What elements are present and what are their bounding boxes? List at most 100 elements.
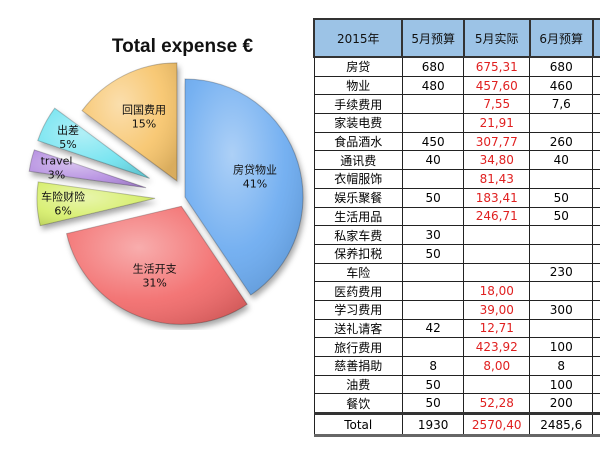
header-may-budget: 5月预算 <box>401 18 465 58</box>
row-category: 食品酒水 <box>313 131 403 152</box>
row-category: 通讯费 <box>313 150 403 171</box>
row-may-budget <box>401 206 465 227</box>
row-may-budget <box>401 337 465 357</box>
slice-label-4: 出差 <box>57 123 79 137</box>
row-category: 物业 <box>313 75 403 96</box>
row-may-actual: 423,92 <box>463 337 531 357</box>
row-june-budget <box>529 225 594 245</box>
row-june-budget: 230 <box>529 262 594 283</box>
row-may-actual: 52,28 <box>463 393 531 415</box>
row-cutoff-cell <box>592 206 600 227</box>
row-category: 家装电费 <box>313 113 403 133</box>
slice-percent-1: 31% <box>142 276 166 289</box>
table-row: 房贷 680 675,31 680 <box>313 56 600 77</box>
row-category: 手续费用 <box>313 94 403 115</box>
row-may-budget <box>401 169 465 189</box>
table-row: 车险 230 <box>313 262 600 283</box>
table-row: 手续费用 7,55 7,6 <box>313 94 600 115</box>
row-may-budget: 50 <box>401 243 465 264</box>
row-june-budget: 300 <box>529 299 594 320</box>
row-may-budget: 8 <box>401 356 465 376</box>
row-may-actual: 183,41 <box>463 187 531 208</box>
slice-percent-0: 41% <box>243 178 267 191</box>
row-may-actual: 21,91 <box>463 113 531 133</box>
row-may-actual: 675,31 <box>463 56 531 77</box>
slice-label-1: 生活开支 <box>133 261 177 275</box>
row-category: 车险 <box>313 262 403 283</box>
row-cutoff-cell <box>592 299 600 320</box>
table-row: 送礼请客 42 12,71 <box>313 318 600 339</box>
row-category: 私家车费 <box>313 225 403 245</box>
row-june-budget <box>529 113 594 133</box>
total-row: Total 1930 2570,40 2485,6 <box>313 412 600 438</box>
row-category: 保养扣税 <box>313 243 403 264</box>
row-june-budget: 50 <box>529 187 594 208</box>
pie-slice-shine-3 <box>29 149 147 188</box>
pie-slice-shine-2 <box>37 181 156 226</box>
row-may-actual: 18,00 <box>463 281 531 301</box>
row-cutoff-cell <box>592 281 600 301</box>
total-may-budget: 1930 <box>401 412 465 438</box>
row-may-actual: 8,00 <box>463 356 531 376</box>
row-category: 学习费用 <box>313 299 403 320</box>
total-june-budget: 2485,6 <box>529 412 594 438</box>
row-cutoff-cell <box>592 169 600 189</box>
row-may-actual: 39,00 <box>463 299 531 320</box>
table-row: 家装电费 21,91 <box>313 113 600 133</box>
header-may-actual: 5月实际 <box>462 18 531 58</box>
table-row: 食品酒水 450 307,77 260 <box>313 131 600 152</box>
row-may-budget: 40 <box>401 150 465 171</box>
row-may-budget: 50 <box>401 374 465 395</box>
slice-percent-3: 3% <box>48 168 65 181</box>
row-cutoff-cell <box>592 113 600 133</box>
slice-label-0: 房贷物业 <box>233 163 277 177</box>
row-cutoff-cell <box>592 393 600 415</box>
row-june-budget: 680 <box>529 56 594 77</box>
row-may-budget: 30 <box>401 225 465 245</box>
table-row: 娱乐聚餐 50 183,41 50 <box>313 187 600 208</box>
row-may-budget: 50 <box>401 393 465 415</box>
row-cutoff-cell <box>592 131 600 152</box>
row-cutoff-cell <box>592 262 600 283</box>
row-category: 娱乐聚餐 <box>313 187 403 208</box>
row-may-actual: 246,71 <box>463 206 531 227</box>
slice-percent-2: 6% <box>54 205 71 218</box>
header-cutoff <box>591 18 600 58</box>
row-category: 餐饮 <box>313 393 403 415</box>
row-cutoff-cell <box>592 225 600 245</box>
row-may-budget: 50 <box>401 187 465 208</box>
row-may-budget <box>401 299 465 320</box>
pie-slice-shine-4 <box>37 108 150 179</box>
row-may-actual: 34,80 <box>463 150 531 171</box>
row-cutoff-cell <box>592 187 600 208</box>
pie-slice-shine-5 <box>82 62 177 181</box>
row-june-budget: 100 <box>529 337 594 357</box>
row-may-actual: 307,77 <box>463 131 531 152</box>
row-may-budget <box>401 113 465 133</box>
row-category: 衣帽服饰 <box>313 169 403 189</box>
row-june-budget: 260 <box>529 131 594 152</box>
table-row: 学习费用 39,00 300 <box>313 299 600 320</box>
row-cutoff-cell <box>592 75 600 96</box>
pie-slice-shine-0 <box>185 79 304 295</box>
row-cutoff-cell <box>592 94 600 115</box>
total-label: Total <box>313 412 403 438</box>
row-june-budget <box>529 169 594 189</box>
chart-title: Total expense € <box>111 36 254 57</box>
row-may-budget <box>401 94 465 115</box>
table-header-row: 2015年 5月预算 5月实际 6月预算 <box>312 18 600 58</box>
row-may-actual: 457,60 <box>463 75 531 96</box>
row-may-budget <box>401 281 465 301</box>
row-june-budget: 7,6 <box>529 94 594 115</box>
header-june-budget: 6月预算 <box>528 18 594 58</box>
row-category: 旅行费用 <box>313 337 403 357</box>
row-june-budget <box>529 281 594 301</box>
row-may-actual: 12,71 <box>463 318 531 339</box>
row-category: 房贷 <box>313 56 403 77</box>
table-row: 生活用品 246,71 50 <box>313 206 600 227</box>
row-june-budget <box>529 243 594 264</box>
header-year: 2015年 <box>312 18 404 58</box>
row-cutoff-cell <box>592 374 600 395</box>
expense-table: 2015年 5月预算 5月实际 6月预算 房贷 680 675,31 680 物业 480… <box>312 18 600 438</box>
